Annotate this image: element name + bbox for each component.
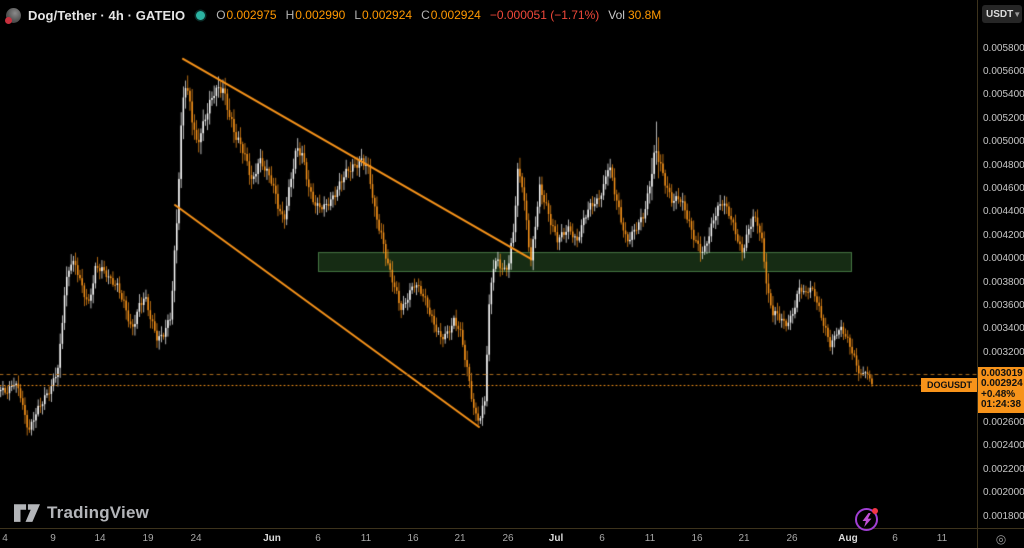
price-tick: 0.002600 [983,416,1024,428]
market-status-dot[interactable] [196,10,206,20]
ohlc-row: O 0.002975 H 0.002990 L 0.002924 C 0.002… [216,8,661,22]
tradingview-watermark[interactable]: TradingView [14,503,149,523]
time-tick-day: 6 [315,533,321,544]
price-tick: 0.001800 [983,510,1024,522]
time-tick-month: Aug [838,533,858,544]
chevron-down-icon: ▼ [1013,9,1022,19]
price-chart-canvas[interactable] [0,0,977,528]
level-price-value: 0.003019 [981,367,1023,379]
time-tick-day: 6 [599,533,605,544]
price-tick: 0.004400 [983,206,1024,218]
price-tick: 0.003600 [983,299,1024,311]
price-tick: 0.005400 [983,89,1024,101]
time-tick-month: Jun [263,533,281,544]
coin-icon-badge [5,16,12,24]
tradingview-logo-icon [14,503,40,522]
time-tick-day: 26 [502,533,514,544]
currency-label: USDT [986,8,1014,20]
price-tick: 0.004200 [983,229,1024,241]
chart-legend: Dog/Tether · 4h · GATEIO O 0.002975 H 0.… [5,5,661,25]
time-tick-day: 4 [2,533,8,544]
change-percent-value: +0.48% [981,388,1016,400]
price-tick: 0.004800 [983,159,1024,171]
time-tick-day: 11 [360,533,372,544]
price-tick: 0.005600 [983,65,1024,77]
price-tick: 0.002400 [983,440,1024,452]
tradingview-logo-text: TradingView [47,503,150,522]
ohlc-low: L 0.002924 [354,8,413,22]
volume-readout: Vol 30.8M [608,8,662,22]
time-tick-day: 6 [892,533,898,544]
time-tick-day: 14 [94,533,106,544]
last-price-axis-label: 0.003019 0.002924 +0.48% 01:24:38 [978,366,1024,413]
price-tick: 0.003200 [983,346,1024,358]
time-tick-day: 21 [454,533,466,544]
ohlc-open: O 0.002975 [216,8,277,22]
flash-reactions-button[interactable] [855,508,878,531]
time-tick-day: 16 [407,533,419,544]
price-tick: 0.005000 [983,136,1024,148]
bar-countdown: 01:24:38 [981,399,1022,411]
symbol-title[interactable]: Dog/Tether · 4h · GATEIO [28,7,186,23]
lightning-icon [862,512,871,527]
time-tick-day: 19 [142,533,154,544]
price-tick: 0.005200 [983,112,1024,124]
price-tick: 0.003800 [983,276,1024,288]
time-tick-day: 11 [644,533,656,544]
time-tick-day: 21 [738,533,750,544]
price-tick: 0.003400 [983,323,1024,335]
time-tick-day: 16 [691,533,703,544]
symbol-logo [5,7,21,24]
price-change: −0.000051 (−1.71%) [489,8,600,22]
price-tick: 0.005800 [983,42,1024,54]
notification-dot [872,508,878,514]
time-tick-day: 24 [190,533,202,544]
symbol-price-line-label: DOGUSDT [921,378,977,392]
time-axis[interactable]: 4 9 14 19 24 Jun 6 11 16 21 26 Jul 6 11 16 21 26 Aug 6 11 [0,528,977,548]
ohlc-close: C 0.002924 [421,8,481,22]
price-tick: 0.002000 [983,487,1024,499]
price-tick: 0.002200 [983,463,1024,475]
price-tick: 0.004600 [983,182,1024,194]
ohlc-high: H 0.002990 [285,8,346,22]
price-tick: 0.004000 [983,253,1024,265]
last-price-value: 0.002924 [981,378,1023,390]
axis-corner: ◎ [977,528,1024,548]
time-tick-day: 11 [936,533,948,544]
scale-target-icon[interactable]: ◎ [995,531,1007,546]
currency-toggle-button[interactable]: USDT ▼ [982,5,1022,23]
time-tick-day: 26 [786,533,798,544]
price-axis[interactable]: USDT ▼ 0.005800 0.005600 0.005400 0.005200 0… [977,0,1024,528]
time-tick-month: Jul [548,533,564,544]
time-tick-day: 9 [50,533,56,544]
